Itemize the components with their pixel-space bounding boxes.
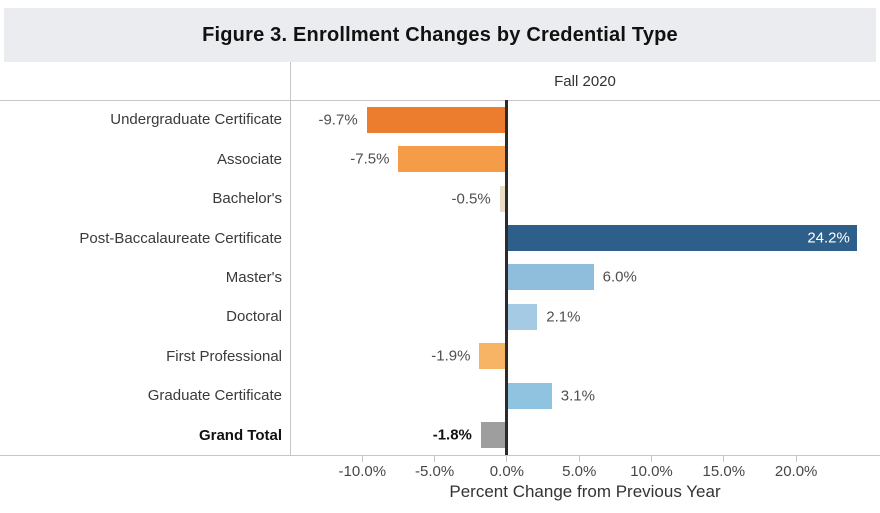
chart-row-grand-total: Grand Total -1.8% — [0, 416, 880, 455]
x-tick-mark-10-0 — [361, 455, 363, 462]
column-header-fall-2020: Fall 2020 — [554, 72, 616, 90]
row-label-doctoral: Doctoral — [226, 308, 282, 326]
bar-post-baccalaureate-certificate — [506, 225, 857, 252]
value-label-master-s: 6.0% — [602, 268, 637, 286]
bar-graduate-certificate — [506, 382, 552, 409]
value-label-post-baccalaureate-certificate: 24.2% — [807, 229, 850, 247]
chart-row-associate: Associate -7.5% — [0, 139, 880, 178]
bar-doctoral — [506, 303, 538, 330]
row-track-post-baccalaureate-certificate: 24.2% — [290, 218, 880, 257]
plot-top-border-line — [0, 100, 880, 101]
row-label-undergraduate-certificate: Undergraduate Certificate — [110, 111, 282, 129]
row-track-first-professional: -1.9% — [290, 337, 880, 376]
value-label-associate: -7.5% — [350, 150, 390, 168]
x-tick-label-15-0: 15.0% — [702, 463, 746, 480]
chart-row-post-baccalaureate-certificate: Post-Baccalaureate Certificate 24.2% — [0, 218, 880, 257]
value-label-first-professional: -1.9% — [431, 347, 471, 365]
chart-row-first-professional: First Professional -1.9% — [0, 337, 880, 376]
x-tick-mark-5-0 — [434, 455, 436, 462]
chart-title-band: Figure 3. Enrollment Changes by Credenti… — [4, 8, 876, 62]
bar-first-professional — [479, 343, 507, 370]
bar-bachelor-s — [499, 185, 507, 212]
row-label-grand-total: Grand Total — [198, 426, 282, 444]
x-axis-line — [0, 455, 880, 456]
row-label-post-baccalaureate-certificate: Post-Baccalaureate Certificate — [79, 229, 282, 247]
chart-row-doctoral: Doctoral 2.1% — [0, 297, 880, 336]
chart-row-graduate-certificate: Graduate Certificate 3.1% — [0, 376, 880, 415]
bar-grand-total — [480, 422, 507, 449]
value-label-doctoral: 2.1% — [546, 308, 581, 326]
row-track-associate: -7.5% — [290, 139, 880, 178]
row-label-associate: Associate — [216, 150, 282, 168]
value-label-bachelor-s: -0.5% — [451, 190, 491, 208]
x-tick-label-5-0: -5.0% — [415, 463, 455, 480]
x-tick-label-0-0: 0.0% — [489, 463, 525, 480]
value-label-graduate-certificate: 3.1% — [560, 387, 595, 405]
row-label-bachelor-s: Bachelor's — [212, 190, 282, 208]
chart-title: Figure 3. Enrollment Changes by Credenti… — [202, 23, 678, 46]
value-label-undergraduate-certificate: -9.7% — [318, 111, 358, 129]
x-tick-label-5-0: 5.0% — [562, 463, 597, 480]
chart-row-master-s: Master's 6.0% — [0, 258, 880, 297]
x-tick-label-10-0: 10.0% — [630, 463, 673, 480]
bar-associate — [398, 146, 507, 173]
x-axis-title: Percent Change from Previous Year — [449, 482, 721, 501]
chart-row-undergraduate-certificate: Undergraduate Certificate -9.7% — [0, 100, 880, 139]
x-tick-label-10-0: -10.0% — [338, 463, 387, 480]
value-label-grand-total: -1.8% — [432, 426, 472, 444]
row-label-master-s: Master's — [225, 268, 282, 286]
x-tick-mark-10-0 — [651, 455, 653, 462]
row-track-doctoral: 2.1% — [290, 297, 880, 336]
x-tick-mark-15-0 — [723, 455, 725, 462]
x-tick-mark-5-0 — [578, 455, 580, 462]
x-tick-mark-20-0 — [795, 455, 797, 462]
row-track-bachelor-s: -0.5% — [290, 179, 880, 218]
row-track-graduate-certificate: 3.1% — [290, 376, 880, 415]
chart-row-bachelor-s: Bachelor's -0.5% — [0, 179, 880, 218]
bar-rows-container: Undergraduate Certificate -9.7% Associate -… — [0, 100, 880, 455]
x-tick-mark-0-0 — [506, 455, 508, 462]
bar-master-s — [506, 264, 594, 291]
row-track-master-s: 6.0% — [290, 258, 880, 297]
zero-axis-line — [505, 100, 508, 455]
label-plot-separator-line — [290, 62, 291, 455]
row-track-undergraduate-certificate: -9.7% — [290, 100, 880, 139]
row-label-first-professional: First Professional — [166, 347, 282, 365]
bar-undergraduate-certificate — [366, 106, 507, 133]
x-tick-label-20-0: 20.0% — [774, 463, 818, 480]
row-label-graduate-certificate: Graduate Certificate — [147, 387, 282, 405]
row-track-grand-total: -1.8% — [290, 416, 880, 455]
